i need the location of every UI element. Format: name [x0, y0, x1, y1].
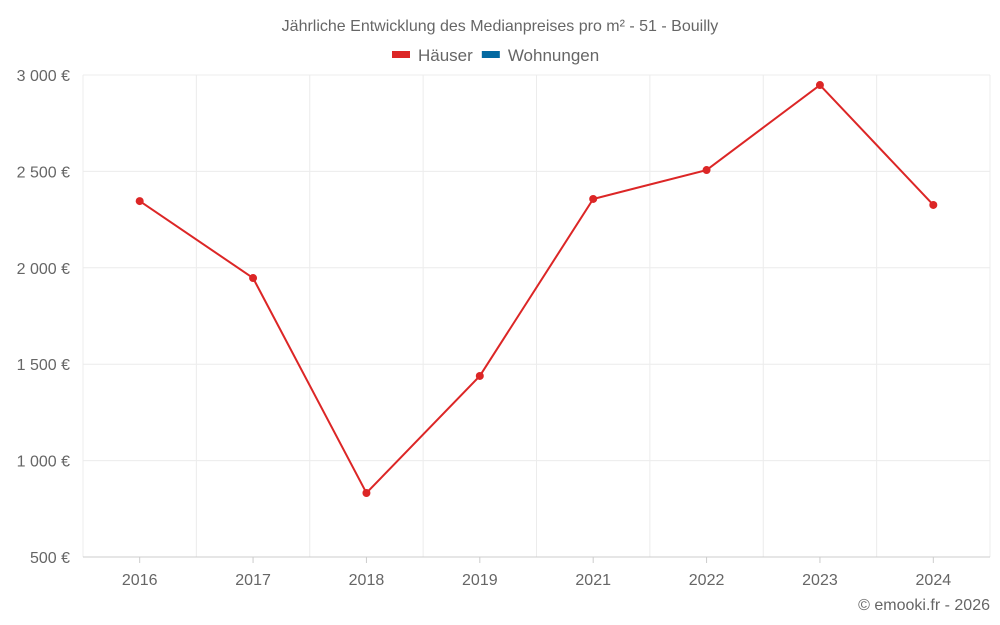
- y-tick-label: 500 €: [30, 550, 70, 567]
- axes: 500 € 1 000 € 1 500 € 2 000 € 2 500 € 3 000 €…: [17, 68, 990, 589]
- data-point[interactable]: [815, 81, 824, 90]
- x-tick-label: 2018: [349, 572, 385, 589]
- series-line-Häuser: [139, 83, 935, 495]
- x-tick-label: 2022: [689, 572, 725, 589]
- data-point[interactable]: [702, 166, 711, 175]
- data-point[interactable]: [362, 488, 371, 497]
- x-tick-label: 2021: [575, 572, 611, 589]
- y-tick-label: 1 000 €: [17, 454, 70, 471]
- legend-item[interactable]: Häuser: [418, 46, 473, 65]
- data-point[interactable]: [249, 274, 258, 283]
- legend-swatch: [392, 51, 410, 58]
- data-point[interactable]: [929, 200, 938, 209]
- y-tick-label: 2 000 €: [17, 261, 70, 278]
- data-point[interactable]: [135, 197, 144, 206]
- chart-title: Jährliche Entwicklung des Medianpreises …: [282, 18, 719, 35]
- y-tick-label: 2 500 €: [17, 164, 70, 181]
- legend-swatch: [481, 51, 500, 58]
- copyright-footer: © emooki.fr - 2026: [858, 597, 990, 614]
- grid: [82, 74, 991, 558]
- y-tick-label: 3 000 €: [17, 68, 70, 85]
- x-tick-label: 2019: [462, 572, 498, 589]
- x-tick-label: 2016: [122, 572, 158, 589]
- legend: Häuser Wohnungen: [392, 46, 599, 65]
- legend-item[interactable]: Wohnungen: [508, 46, 599, 65]
- data-point[interactable]: [475, 371, 484, 380]
- x-tick-label: 2024: [916, 572, 952, 589]
- data-point[interactable]: [589, 194, 598, 203]
- x-tick-label: 2023: [802, 572, 838, 589]
- x-tick-label: 2017: [235, 572, 271, 589]
- y-tick-label: 1 500 €: [17, 357, 70, 374]
- series: [135, 81, 938, 497]
